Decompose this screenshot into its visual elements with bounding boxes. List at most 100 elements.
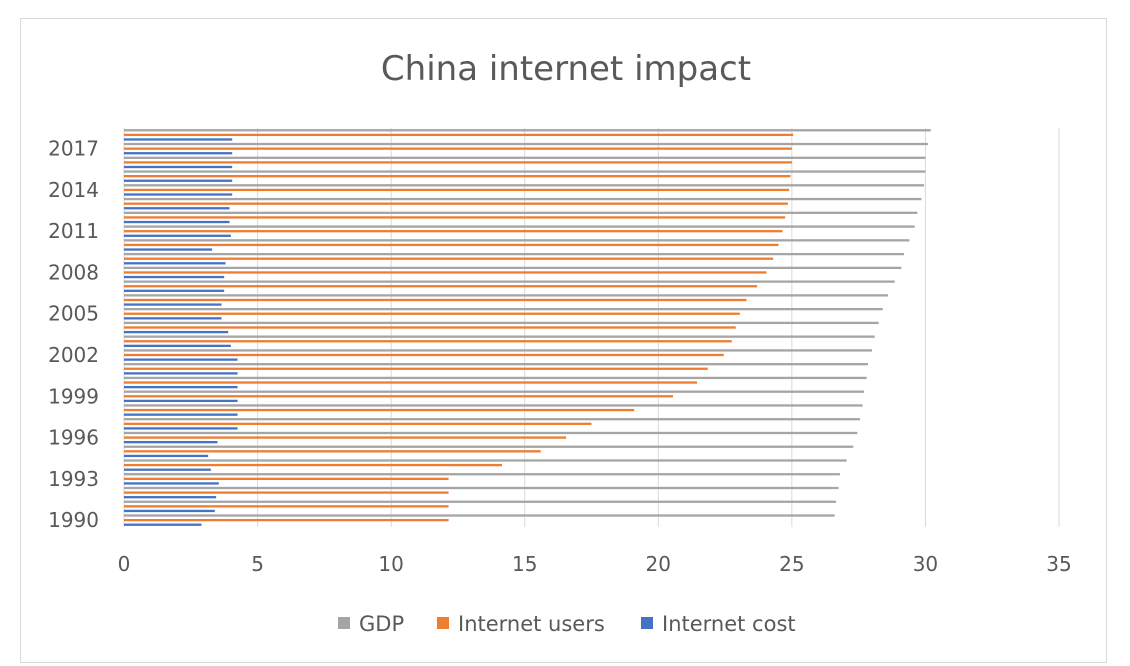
bar-internet-users-2009: [124, 257, 774, 260]
bar-gdp-2012: [124, 211, 918, 214]
y-tick-label: 1993: [48, 467, 99, 491]
bar-internet-cost-1992: [124, 496, 217, 499]
bar-internet-cost-1993: [124, 482, 219, 485]
bar-internet-users-2016: [124, 161, 792, 164]
bar-internet-users-1990: [124, 518, 449, 522]
bar-gdp-1995: [124, 445, 854, 448]
bar-internet-cost-1997: [124, 427, 238, 430]
bar-gdp-2006: [124, 294, 889, 297]
bar-internet-cost-2013: [124, 207, 230, 210]
bar-gdp-1991: [124, 500, 836, 503]
bar-internet-cost-2007: [124, 289, 225, 292]
legend-label: GDP: [359, 612, 404, 636]
bar-gdp-2007: [124, 280, 895, 283]
bar-gdp-2000: [124, 376, 867, 380]
bar-internet-cost-1998: [124, 413, 238, 416]
bar-internet-users-2007: [124, 285, 758, 288]
bar-gdp-2001: [124, 363, 868, 366]
bar-gdp-2009: [124, 252, 905, 256]
bar-internet-cost-2018: [124, 138, 233, 141]
legend: GDP Internet users Internet cost: [338, 612, 796, 636]
bar-internet-users-1991: [124, 505, 449, 508]
legend-label: Internet cost: [662, 612, 796, 636]
bar-gdp-1994: [124, 459, 847, 462]
bar-internet-users-2002: [124, 353, 724, 357]
bar-internet-cost-1994: [124, 468, 211, 471]
bar-internet-cost-2010: [124, 248, 213, 251]
bar-gdp-2013: [124, 197, 922, 201]
bar-gdp-1993: [124, 473, 840, 476]
bar-internet-users-2006: [124, 298, 747, 302]
x-tick-label: 10: [378, 552, 403, 576]
y-tick-label: 1999: [48, 384, 99, 408]
bar-gdp-2010: [124, 239, 910, 242]
x-axis-ticks: 0 5 10 15 20 25 30 35: [118, 552, 1072, 576]
chart-title: China internet impact: [381, 49, 751, 89]
bar-internet-cost-2009: [124, 262, 226, 265]
x-tick-label: 30: [913, 552, 938, 576]
bar-gdp-2005: [124, 307, 883, 311]
bar-internet-users-1996: [124, 436, 567, 439]
bar-internet-users-2018: [124, 133, 794, 137]
bar-internet-cost-2008: [124, 275, 225, 279]
bar-internet-users-2013: [124, 202, 788, 205]
bar-gdp-2002: [124, 349, 872, 352]
bar-internet-users-2005: [124, 312, 740, 315]
bar-internet-users-1998: [124, 408, 635, 412]
bar-internet-cost-2016: [124, 165, 233, 169]
y-tick-label: 1990: [48, 508, 99, 532]
bar-internet-users-2004: [124, 326, 736, 329]
bar-gdp-2008: [124, 266, 902, 270]
bar-gdp-1999: [124, 390, 864, 393]
bar-gdp-2017: [124, 142, 929, 146]
bar-gdp-2015: [124, 170, 926, 173]
x-tick-label: 20: [646, 552, 671, 576]
bar-gdp-2018: [124, 129, 931, 132]
x-tick-label: 25: [779, 552, 804, 576]
bar-internet-cost-2017: [124, 152, 233, 155]
bar-internet-cost-2000: [124, 385, 238, 389]
bars: [124, 129, 931, 526]
x-tick-label: 35: [1046, 552, 1071, 576]
bar-internet-users-2010: [124, 243, 779, 247]
bar-internet-cost-2003: [124, 344, 231, 348]
bar-gdp-2011: [124, 225, 915, 228]
y-tick-label: 2005: [48, 302, 99, 326]
legend-label: Internet users: [458, 612, 605, 636]
bar-internet-users-1992: [124, 491, 449, 494]
bar-gdp-2014: [124, 184, 925, 187]
y-tick-label: 2014: [48, 178, 99, 202]
bar-gdp-1998: [124, 404, 863, 407]
bar-internet-users-1997: [124, 422, 592, 425]
bar-gdp-1997: [124, 418, 860, 421]
bar-internet-cost-2001: [124, 372, 238, 375]
legend-swatch-internet-cost: [641, 617, 653, 629]
bar-internet-cost-1995: [124, 454, 209, 458]
bar-internet-users-2000: [124, 381, 698, 384]
bar-internet-cost-2004: [124, 330, 229, 334]
bar-internet-users-1994: [124, 463, 503, 467]
bar-internet-cost-1996: [124, 441, 218, 444]
bar-internet-cost-2015: [124, 179, 233, 182]
bar-internet-users-2017: [124, 147, 792, 150]
y-tick-label: 2011: [48, 219, 99, 243]
legend-swatch-gdp: [338, 617, 350, 629]
bar-internet-users-1995: [124, 450, 541, 453]
bar-internet-cost-2014: [124, 193, 233, 196]
bar-gdp-2016: [124, 156, 926, 159]
bar-internet-users-2001: [124, 367, 708, 370]
bar-internet-cost-2011: [124, 234, 231, 237]
bar-internet-users-1993: [124, 477, 449, 480]
y-tick-label: 2002: [48, 343, 99, 367]
bar-internet-cost-2012: [124, 220, 230, 224]
bar-internet-users-2015: [124, 175, 791, 178]
y-axis-ticks: 1990 1993 1996 1999 2002 2005 2008 2011 2014 2017: [48, 137, 99, 532]
x-tick-label: 0: [118, 552, 131, 576]
x-tick-label: 15: [512, 552, 537, 576]
bar-gdp-2003: [124, 335, 875, 338]
bar-gdp-1990: [124, 514, 835, 517]
bar-internet-users-2014: [124, 188, 790, 192]
bar-internet-cost-1999: [124, 399, 238, 403]
bar-internet-cost-1990: [124, 523, 202, 526]
